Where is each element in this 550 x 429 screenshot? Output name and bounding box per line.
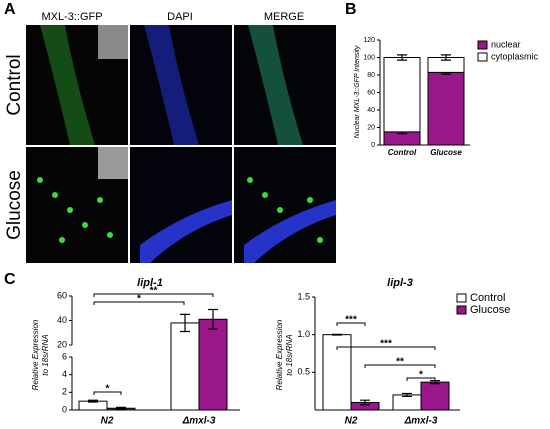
y-tick-label: 1.0	[297, 329, 310, 339]
significance-label: ***	[345, 315, 357, 326]
significance-bracket	[93, 293, 214, 297]
y-tick-label: 60	[367, 89, 375, 96]
x-tick-label: N2	[101, 416, 114, 427]
y-tick-label: 4	[62, 369, 67, 379]
significance-bracket	[93, 301, 185, 305]
bar	[427, 71, 465, 146]
column-header: DAPI	[167, 11, 193, 23]
significance-bracket	[406, 377, 436, 381]
x-tick-label: Δmxl-3	[182, 416, 216, 427]
legend-label: Glucose	[470, 304, 510, 316]
panel-label: C	[4, 271, 16, 288]
y-axis-label: Relative Expression	[31, 319, 40, 390]
significance-bracket	[364, 364, 436, 368]
y-tick-label: 40	[57, 315, 67, 325]
y-axis-label: Relative Expression	[275, 319, 284, 390]
legend-swatch	[456, 293, 467, 303]
significance-label: *	[137, 294, 141, 305]
legend-label: Control	[470, 292, 505, 304]
panel-label: A	[4, 1, 16, 18]
y-tick-label: 0	[371, 142, 375, 149]
significance-label: *	[419, 370, 423, 381]
y-tick-label: 60	[57, 290, 67, 300]
y-tick-label: 0.5	[297, 367, 310, 377]
y-tick-label: 20	[57, 339, 67, 349]
y-tick-label: 0	[62, 404, 67, 414]
y-axis-label: Nuclear MXL-3::GFP Intensity	[354, 45, 361, 138]
significance-label: ***	[380, 339, 392, 350]
significance-label: *	[106, 384, 110, 395]
significance-bracket	[93, 391, 122, 395]
y-tick-label: 80	[367, 72, 375, 79]
y-axis-label: to 18srRNA	[285, 334, 294, 375]
error-bar	[332, 333, 342, 336]
error-bar	[441, 54, 451, 61]
bar	[322, 334, 352, 411]
column-header: MERGE	[264, 11, 304, 23]
row-label: Glucose	[4, 170, 25, 240]
chart-title: lipl-3	[387, 277, 413, 289]
column-header: MXL-3::GFP	[41, 11, 102, 23]
x-tick-label: N2	[345, 416, 358, 427]
bar	[420, 381, 450, 411]
x-tick-label: Glucose	[430, 148, 462, 157]
error-bar	[116, 406, 126, 410]
chart-title: lipl-1	[137, 277, 163, 289]
legend-swatch	[477, 40, 488, 50]
significance-bracket	[336, 322, 366, 326]
y-tick-label: 100	[363, 54, 375, 61]
significance-label: **	[396, 357, 404, 368]
bar	[198, 318, 228, 411]
y-tick-label: 1.5	[297, 291, 310, 301]
y-tick-label: 40	[367, 107, 375, 114]
significance-bracket	[336, 346, 436, 350]
x-tick-label: Control	[388, 148, 417, 157]
legend-label: nuclear	[491, 39, 521, 49]
bar	[383, 57, 421, 133]
significance-label: **	[150, 286, 158, 297]
error-bar	[88, 399, 98, 403]
bar	[170, 322, 200, 411]
y-tick-label: 20	[367, 124, 375, 131]
x-tick-label: Δmxl-3	[404, 416, 438, 427]
error-bar	[397, 54, 407, 61]
error-bar	[208, 308, 218, 330]
y-tick-label: 2	[62, 387, 67, 397]
y-tick-label: 6	[62, 351, 67, 361]
bar	[392, 394, 422, 411]
y-axis-label: to 18srRNA	[41, 334, 50, 375]
error-bar	[402, 392, 412, 398]
panel-label: B	[345, 1, 357, 18]
y-tick-label: 120	[363, 37, 375, 44]
micrographs	[26, 25, 336, 263]
legend-swatch	[477, 52, 488, 62]
row-label: Control	[4, 54, 25, 115]
error-bar	[360, 399, 370, 406]
legend-swatch	[456, 305, 467, 315]
legend-label: cytoplasmic	[491, 51, 539, 61]
error-bar	[180, 313, 190, 333]
